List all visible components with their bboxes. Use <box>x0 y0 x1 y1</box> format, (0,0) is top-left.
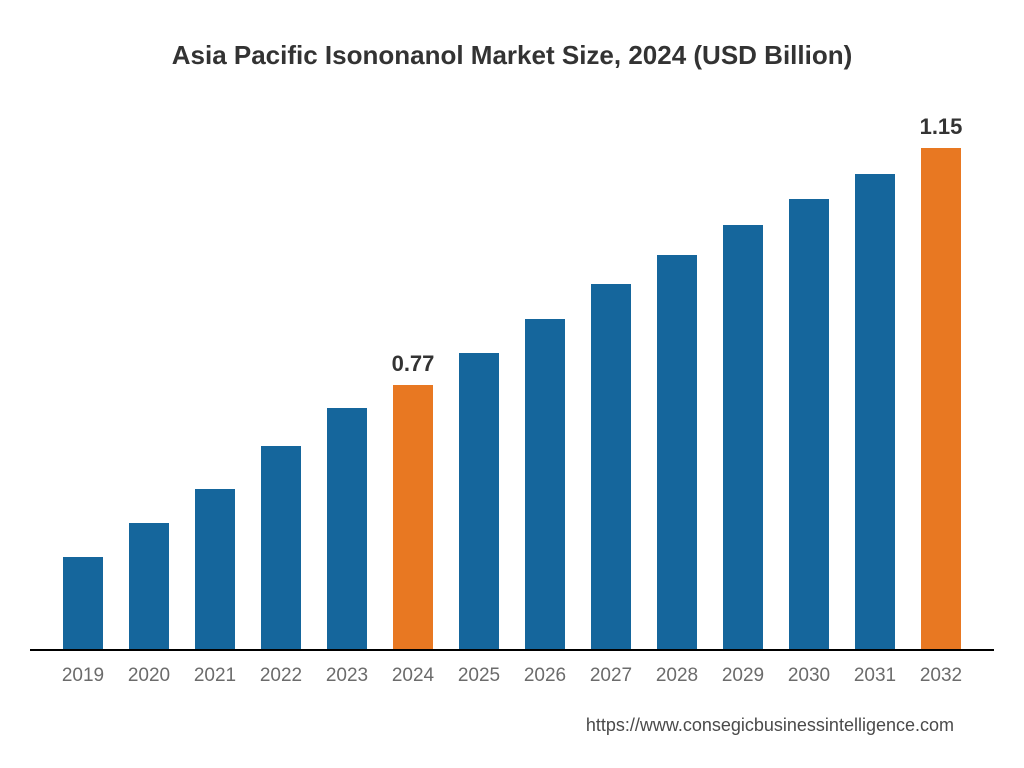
x-tick-label: 2032 <box>908 665 974 687</box>
bar <box>789 199 829 651</box>
chart-container: Asia Pacific Isononanol Market Size, 202… <box>0 0 1024 768</box>
bar <box>327 408 367 651</box>
x-tick-label: 2021 <box>182 665 248 687</box>
bar <box>921 148 961 651</box>
x-baseline <box>30 649 994 651</box>
x-tick-label: 2025 <box>446 665 512 687</box>
bar-value-label: 1.15 <box>920 114 963 140</box>
x-axis: 2019202020212022202320242025202620272028… <box>50 665 974 687</box>
x-tick-label: 2028 <box>644 665 710 687</box>
bar-slot <box>50 131 116 651</box>
bar <box>525 319 565 651</box>
source-link: https://www.consegicbusinessintelligence… <box>30 715 954 736</box>
bar-slot <box>248 131 314 651</box>
x-tick-label: 2020 <box>116 665 182 687</box>
plot-area: 0.77 1.15 <box>50 131 974 651</box>
bar-value-label: 0.77 <box>392 351 435 377</box>
bar-slot <box>578 131 644 651</box>
x-tick-label: 2026 <box>512 665 578 687</box>
bar <box>459 353 499 651</box>
bar <box>855 174 895 651</box>
bar-slot: 0.77 <box>380 131 446 651</box>
bars-group: 0.77 1.15 <box>50 131 974 651</box>
bar <box>591 284 631 651</box>
bar-slot: 1.15 <box>908 131 974 651</box>
x-tick-label: 2031 <box>842 665 908 687</box>
x-tick-label: 2027 <box>578 665 644 687</box>
chart-title: Asia Pacific Isononanol Market Size, 202… <box>30 40 994 71</box>
bar-slot <box>314 131 380 651</box>
bar-slot <box>116 131 182 651</box>
x-tick-label: 2030 <box>776 665 842 687</box>
bar-slot <box>710 131 776 651</box>
bar-slot <box>842 131 908 651</box>
bar-slot <box>182 131 248 651</box>
x-tick-label: 2024 <box>380 665 446 687</box>
bar-slot <box>446 131 512 651</box>
bar <box>129 523 169 651</box>
bar <box>261 446 301 651</box>
bar-slot <box>512 131 578 651</box>
bar <box>63 557 103 651</box>
bar <box>393 385 433 651</box>
bar-slot <box>644 131 710 651</box>
bar <box>195 489 235 651</box>
bar <box>657 255 697 651</box>
x-tick-label: 2029 <box>710 665 776 687</box>
x-tick-label: 2022 <box>248 665 314 687</box>
bar-slot <box>776 131 842 651</box>
x-tick-label: 2023 <box>314 665 380 687</box>
x-tick-label: 2019 <box>50 665 116 687</box>
bar <box>723 225 763 651</box>
